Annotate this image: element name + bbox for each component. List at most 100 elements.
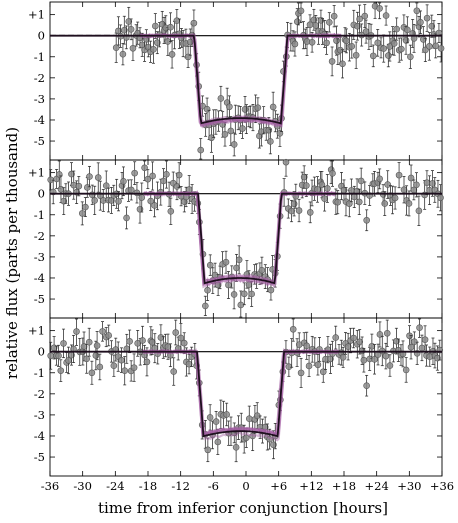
data-point xyxy=(248,281,255,307)
data-point xyxy=(232,432,240,463)
data-point xyxy=(395,162,403,189)
data-point xyxy=(206,404,214,431)
data-point xyxy=(126,329,133,354)
data-point xyxy=(130,353,138,382)
data-point xyxy=(108,187,115,214)
data-point xyxy=(73,318,80,346)
data-point xyxy=(363,374,370,397)
data-point xyxy=(221,122,229,147)
data-point xyxy=(105,324,113,347)
x-tick-label: +6 xyxy=(270,479,287,493)
data-point xyxy=(382,5,390,26)
y-tick-label: -3 xyxy=(34,250,45,264)
data-point xyxy=(225,271,232,299)
y-tick-label: 0 xyxy=(38,187,45,201)
data-point xyxy=(172,319,180,346)
data-point xyxy=(163,160,170,189)
y-tick-label: -2 xyxy=(34,71,45,85)
y-tick-label: -5 xyxy=(34,134,45,148)
data-point xyxy=(332,325,340,350)
data-point xyxy=(86,165,93,188)
data-point xyxy=(96,353,104,381)
data-point xyxy=(346,190,353,218)
data-point xyxy=(60,328,67,359)
data-point xyxy=(119,43,127,66)
data-point xyxy=(180,332,188,354)
data-point xyxy=(371,344,378,375)
data-point xyxy=(219,251,226,278)
data-point xyxy=(204,279,211,301)
data-point xyxy=(170,357,178,386)
y-tick-label: +1 xyxy=(28,166,45,180)
panels: +1 0 -1 -2 -3 -4 -5 +1 0 -1 -2 -3 -4 -5 +1 0 -1 -2 -3 -4 -5 -… xyxy=(28,1,454,493)
data-point xyxy=(350,327,357,349)
data-point xyxy=(133,182,141,204)
data-point xyxy=(55,160,63,189)
data-point xyxy=(402,357,410,383)
data-point xyxy=(266,428,273,450)
data-point xyxy=(339,346,347,368)
data-point xyxy=(295,198,303,223)
data-point xyxy=(407,44,414,69)
data-point xyxy=(258,256,266,284)
data-point xyxy=(123,25,130,50)
data-point xyxy=(285,356,293,377)
data-point xyxy=(78,201,86,226)
data-point xyxy=(88,360,96,385)
panel-3: +1 0 -1 -2 -3 -4 -5 xyxy=(28,317,444,477)
data-point xyxy=(149,161,156,191)
data-point xyxy=(49,179,57,205)
data-point xyxy=(352,41,360,69)
data-point xyxy=(167,343,174,368)
data-point xyxy=(144,169,152,190)
x-tick-label: -18 xyxy=(139,479,158,493)
data-point xyxy=(93,331,101,361)
data-point xyxy=(407,334,415,360)
data-point xyxy=(222,250,230,274)
data-point xyxy=(423,4,431,32)
data-point xyxy=(383,319,391,347)
data-point xyxy=(115,16,122,46)
y-tick-label: +1 xyxy=(28,8,45,22)
data-point xyxy=(314,354,322,376)
data-point xyxy=(405,190,413,217)
data-point xyxy=(413,341,421,365)
data-point xyxy=(240,282,248,306)
data-point xyxy=(57,359,65,382)
data-point xyxy=(230,279,238,310)
data-point xyxy=(324,174,331,203)
data-point xyxy=(147,191,155,211)
data-point xyxy=(102,170,110,201)
y-tick-label: -1 xyxy=(34,208,45,222)
data-point xyxy=(227,116,235,146)
data-point xyxy=(148,329,156,355)
y-tick-label: -2 xyxy=(34,229,45,243)
data-point xyxy=(407,164,415,192)
data-point xyxy=(437,184,444,212)
data-point xyxy=(47,341,54,370)
x-tick-label: +30 xyxy=(397,479,421,493)
x-tick-label: +36 xyxy=(430,479,454,493)
data-point xyxy=(338,172,345,201)
data-point xyxy=(173,172,181,201)
data-point xyxy=(267,279,275,301)
data-point xyxy=(344,332,352,361)
data-point xyxy=(376,168,383,190)
data-point xyxy=(297,2,305,24)
data-point xyxy=(75,176,83,197)
data-point xyxy=(197,138,205,160)
data-point xyxy=(167,12,174,43)
model-curve xyxy=(50,34,442,125)
data-point xyxy=(151,333,159,364)
data-point xyxy=(432,33,439,59)
data-point xyxy=(57,175,65,204)
data-point xyxy=(289,318,297,342)
data-point xyxy=(152,13,159,39)
data-point xyxy=(306,14,314,36)
data-point xyxy=(417,10,424,35)
data-point xyxy=(125,6,133,36)
data-point xyxy=(237,290,245,318)
data-point xyxy=(82,197,89,217)
data-point xyxy=(203,97,211,121)
data-point xyxy=(254,97,262,119)
